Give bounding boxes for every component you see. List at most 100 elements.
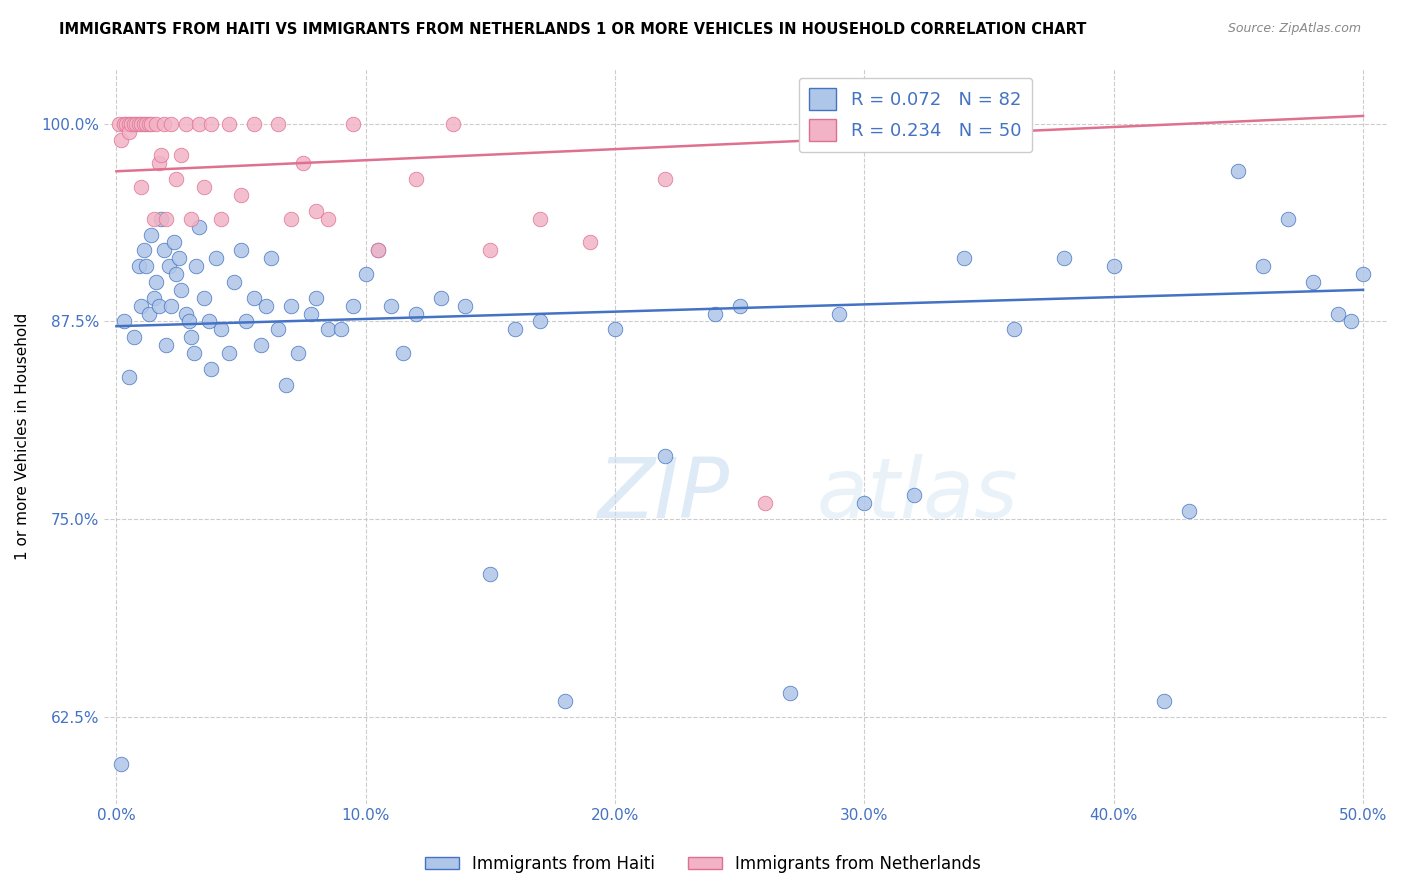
Point bbox=[342, 299, 364, 313]
Point bbox=[280, 211, 302, 226]
Point bbox=[132, 117, 155, 131]
Point bbox=[242, 117, 264, 131]
Point bbox=[380, 299, 402, 313]
Point bbox=[280, 299, 302, 313]
Point bbox=[180, 330, 202, 344]
Point bbox=[187, 219, 209, 234]
Text: IMMIGRANTS FROM HAITI VS IMMIGRANTS FROM NETHERLANDS 1 OR MORE VEHICLES IN HOUSE: IMMIGRANTS FROM HAITI VS IMMIGRANTS FROM… bbox=[59, 22, 1087, 37]
Point bbox=[193, 291, 215, 305]
Point bbox=[1327, 307, 1350, 321]
Point bbox=[120, 117, 142, 131]
Point bbox=[654, 449, 676, 463]
Point bbox=[235, 314, 257, 328]
Point bbox=[163, 235, 186, 250]
Point bbox=[242, 291, 264, 305]
Point bbox=[177, 314, 200, 328]
Point bbox=[1351, 267, 1374, 281]
Point bbox=[287, 346, 309, 360]
Point bbox=[299, 307, 322, 321]
Point bbox=[305, 291, 328, 305]
Text: atlas: atlas bbox=[817, 454, 1018, 535]
Point bbox=[131, 299, 153, 313]
Point bbox=[138, 117, 160, 131]
Point bbox=[703, 307, 725, 321]
Point bbox=[354, 267, 377, 281]
Point bbox=[1002, 322, 1025, 336]
Point bbox=[579, 235, 602, 250]
Point bbox=[186, 259, 208, 273]
Point bbox=[260, 251, 283, 265]
Point bbox=[1340, 314, 1362, 328]
Legend: Immigrants from Haiti, Immigrants from Netherlands: Immigrants from Haiti, Immigrants from N… bbox=[419, 848, 987, 880]
Point bbox=[429, 291, 451, 305]
Point bbox=[853, 496, 876, 510]
Point bbox=[112, 117, 135, 131]
Point bbox=[318, 211, 340, 226]
Point bbox=[142, 291, 165, 305]
Point bbox=[142, 211, 165, 226]
Point bbox=[128, 259, 150, 273]
Point bbox=[167, 251, 190, 265]
Point bbox=[193, 180, 215, 194]
Point bbox=[903, 488, 925, 502]
Point bbox=[250, 338, 273, 352]
Point bbox=[329, 322, 352, 336]
Point bbox=[1177, 504, 1199, 518]
Point bbox=[267, 322, 290, 336]
Point bbox=[454, 299, 477, 313]
Point bbox=[180, 211, 202, 226]
Point bbox=[405, 307, 427, 321]
Point bbox=[170, 148, 193, 162]
Point bbox=[218, 346, 240, 360]
Point bbox=[155, 338, 177, 352]
Point bbox=[145, 117, 167, 131]
Point bbox=[505, 322, 527, 336]
Point bbox=[160, 117, 183, 131]
Point bbox=[267, 117, 290, 131]
Point bbox=[150, 211, 173, 226]
Point bbox=[157, 259, 180, 273]
Point bbox=[953, 251, 976, 265]
Point bbox=[150, 148, 173, 162]
Point bbox=[197, 314, 219, 328]
Point bbox=[1102, 259, 1125, 273]
Point bbox=[254, 299, 277, 313]
Point bbox=[183, 346, 205, 360]
Point bbox=[1302, 275, 1324, 289]
Point bbox=[728, 299, 751, 313]
Text: ZIP: ZIP bbox=[599, 454, 730, 535]
Point bbox=[148, 156, 170, 170]
Point bbox=[222, 275, 245, 289]
Point bbox=[122, 117, 145, 131]
Point bbox=[115, 117, 138, 131]
Point bbox=[529, 211, 551, 226]
Point bbox=[132, 244, 155, 258]
Point bbox=[229, 188, 252, 202]
Point bbox=[170, 283, 193, 297]
Point bbox=[187, 117, 209, 131]
Point bbox=[1227, 164, 1250, 178]
Point bbox=[125, 117, 148, 131]
Point bbox=[112, 314, 135, 328]
Point bbox=[135, 259, 157, 273]
Point bbox=[174, 117, 197, 131]
Point bbox=[1153, 694, 1175, 708]
Y-axis label: 1 or more Vehicles in Household: 1 or more Vehicles in Household bbox=[15, 312, 30, 559]
Point bbox=[118, 117, 141, 131]
Point bbox=[200, 117, 222, 131]
Point bbox=[110, 133, 132, 147]
Point bbox=[122, 330, 145, 344]
Point bbox=[200, 362, 222, 376]
Point bbox=[292, 156, 315, 170]
Point bbox=[131, 180, 153, 194]
Point bbox=[603, 322, 626, 336]
Point bbox=[165, 172, 187, 186]
Point bbox=[165, 267, 187, 281]
Point bbox=[441, 117, 464, 131]
Point bbox=[128, 117, 150, 131]
Point bbox=[479, 244, 502, 258]
Point bbox=[367, 244, 389, 258]
Point bbox=[218, 117, 240, 131]
Point bbox=[153, 244, 176, 258]
Point bbox=[174, 307, 197, 321]
